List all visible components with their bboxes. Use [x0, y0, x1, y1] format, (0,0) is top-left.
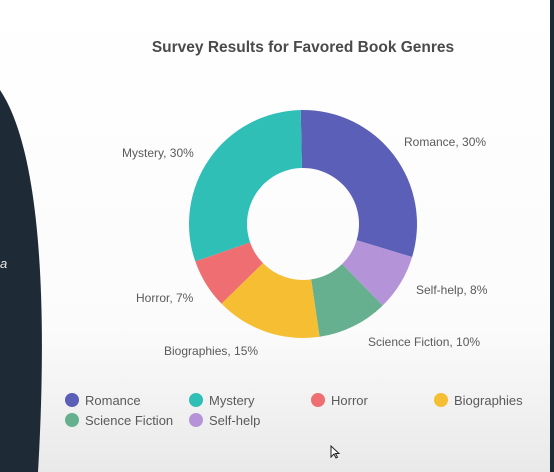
slice-horror — [195, 242, 263, 304]
legend-swatch-science-fiction — [65, 413, 79, 427]
legend-item-self-help: Self-help — [189, 413, 260, 428]
legend-item-horror: Horror — [311, 393, 369, 408]
legend-swatch-biographies — [434, 393, 448, 407]
data-label-romance: Romance, 30% — [404, 135, 486, 149]
legend-swatch-romance — [65, 393, 79, 407]
legend-item-romance: Romance — [65, 393, 141, 408]
slice-romance — [300, 110, 417, 258]
data-label-biographies: Biographies, 15% — [164, 344, 258, 358]
legend-item-biographies: Biographies — [434, 393, 523, 408]
legend-item-mystery: Mystery — [189, 393, 255, 408]
donut-slices — [189, 110, 417, 338]
side-panel-text: a — [0, 256, 7, 271]
legend-label-mystery: Mystery — [209, 393, 255, 408]
data-label-horror: Horror, 7% — [136, 291, 194, 305]
legend-label-science-fiction: Science Fiction — [85, 413, 173, 428]
data-label-science-fiction: Science Fiction, 10% — [368, 335, 480, 349]
slice-labels: Romance, 30% Self-help, 8% Science Fiction… — [122, 135, 488, 358]
legend-swatch-self-help — [189, 413, 203, 427]
chart-title: Survey Results for Favored Book Genres — [152, 39, 454, 56]
legend-item-science-fiction: Science Fiction — [65, 413, 173, 428]
mouse-cursor-icon — [330, 445, 340, 459]
legend-label-romance: Romance — [85, 393, 141, 408]
legend-label-biographies: Biographies — [454, 393, 523, 408]
legend-label-self-help: Self-help — [209, 413, 260, 428]
slice-biographies — [221, 263, 320, 338]
data-label-self-help: Self-help, 8% — [416, 283, 488, 297]
legend-label-horror: Horror — [331, 393, 369, 408]
legend-swatch-mystery — [189, 393, 203, 407]
slice-science-fiction — [311, 264, 383, 337]
right-frame-edge — [550, 0, 554, 472]
legend-swatch-horror — [311, 393, 325, 407]
chart-legend: Romance Mystery Horror Biographies Science F… — [65, 393, 523, 428]
data-label-mystery: Mystery, 30% — [122, 146, 194, 160]
slice-mystery — [189, 110, 302, 262]
slice-self-help — [342, 240, 413, 306]
dark-side-panel — [0, 90, 42, 472]
